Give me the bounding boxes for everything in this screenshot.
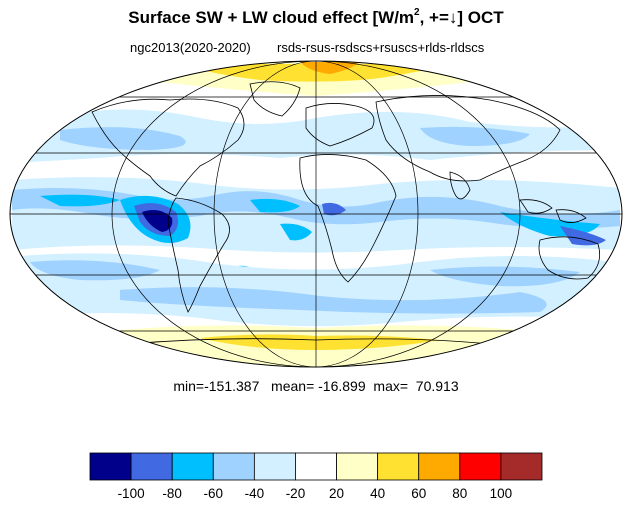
cloud-effect-field [10,61,622,367]
colorbar-swatch [130,452,173,481]
colorbar-tick-label: -60 [203,486,224,501]
colorbar [89,452,543,481]
stats-line: min=-151.387 mean= -16.899 max= 70.913 [0,378,632,394]
plot-title: Surface SW + LW cloud effect [W/m2, +=↓]… [0,7,632,28]
colorbar-tick-label: -100 [117,486,145,501]
colorbar-swatch [253,452,296,481]
colorbar-swatch [295,452,337,481]
title-sign: , += [419,8,449,27]
title-superscript: 2 [414,7,420,18]
title-month: ] OCT [457,8,504,27]
coastlines [91,81,601,347]
globe-outline [9,60,623,368]
colorbar-swatch [212,452,255,481]
colorbar-swatch [336,452,379,481]
colorbar-tick-label: 20 [329,486,345,501]
colorbar-tick-label: -20 [285,486,306,501]
colorbar-tick-label: 40 [370,486,386,501]
stat-mean: mean= -16.899 [271,378,366,394]
down-arrow-icon: ↓ [448,8,458,27]
stat-max: max= 70.913 [373,378,459,394]
colorbar-tick-label: 80 [452,486,468,501]
mollweide-map [9,60,623,368]
subtitle-right: rsds-rsus-rsdscs+rsuscs+rlds-rldscs [277,40,485,55]
colorbar-swatch [500,452,543,481]
colorbar-tick-label: -80 [162,486,182,501]
colorbar-tick-label: 100 [489,486,513,501]
subtitle-left: ngc2013(2020-2020) [130,40,251,55]
graticule [10,61,622,367]
title-main: Surface SW + LW cloud effect [W/m [128,8,415,27]
colorbar-tick-label: -40 [244,486,265,501]
colorbar-tick-label: 60 [411,486,427,501]
colorbar-swatch [459,452,502,481]
colorbar-swatch [418,452,461,481]
colorbar-swatch [377,452,420,481]
colorbar-swatch [89,452,132,481]
stat-min: min=-151.387 [173,378,260,394]
colorbar-swatch [171,452,214,481]
